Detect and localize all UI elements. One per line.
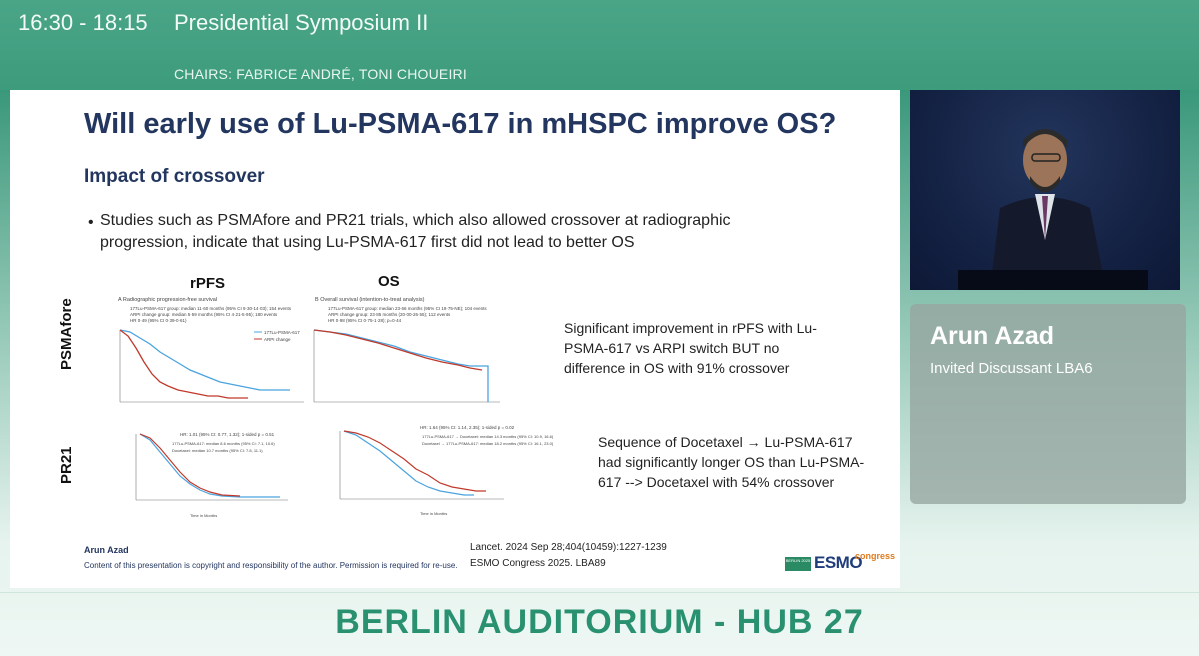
panel-b-stats: 177Lu-PSMA-617 group: median 23·66 month… — [328, 306, 487, 323]
slide-author: Arun Azad — [84, 545, 129, 555]
footer-divider — [0, 592, 1199, 593]
panel-a-stats: 177Lu-PSMA-617 group: median 11·60 month… — [130, 306, 292, 323]
panel-d-legend-1: 177Lu-PSMA-617 → Docetaxel: median 14.3 … — [422, 434, 554, 439]
panel-d-xaxis: Time in Months — [420, 511, 448, 516]
presentation-slide: Will early use of Lu-PSMA-617 in mHSPC i… — [10, 90, 900, 588]
speaker-head — [1023, 132, 1067, 188]
panel-c-legend-2: Docetaxel: median 10.7 months (95% CI: 7… — [172, 448, 263, 453]
reference-esmo: ESMO Congress 2025. LBA89 — [470, 558, 606, 569]
speaker-name: Arun Azad — [930, 322, 1055, 350]
row-heading-pr21: PR21 — [58, 446, 75, 484]
panel-d-legend-2: Docetaxel → 177Lu-PSMA-617: median 18.2 … — [422, 441, 554, 446]
speaker-suit — [990, 197, 1106, 290]
speaker-role: Invited Discussant LBA6 — [930, 360, 1093, 377]
panel-b-title: B Overall survival (intention-to-treat a… — [315, 297, 425, 303]
slide-title: Will early use of Lu-PSMA-617 in mHSPC i… — [84, 108, 837, 140]
slide-subheading: Impact of crossover — [84, 166, 265, 187]
km-plot-psmafore-rpfs: 177Lu-PSMA-617 ARPI change — [94, 324, 314, 412]
speaker-video — [910, 90, 1180, 290]
panel-d-hr: HR: 1.64 (95% CI: 1.14, 2.35); 1-sided p… — [420, 425, 515, 430]
series-lu-psma — [119, 329, 290, 391]
km-plot-psmafore-os — [310, 324, 510, 412]
finding-pr21: Sequence of Docetaxel → Lu-PSMA-617 had … — [598, 434, 865, 490]
reference-lancet: Lancet. 2024 Sep 28;404(10459):1227-1239 — [470, 542, 667, 553]
finding-psmafore: Significant improvement in rPFS with Lu-… — [564, 320, 817, 376]
row-heading-psmafore: PSMAfore — [58, 298, 75, 370]
series-arpi — [119, 329, 248, 399]
speaker-name-card: Arun Azad Invited Discussant LBA6 — [910, 304, 1186, 504]
slide-copyright: Content of this presentation is copyrigh… — [84, 561, 458, 570]
slide-bullet: Studies such as PSMAfore and PR21 trials… — [100, 212, 731, 251]
bullet-icon: • — [88, 214, 94, 231]
session-title: Presidential Symposium II — [174, 10, 429, 35]
venue-title: BERLIN AUDITORIUM - HUB 27 — [335, 603, 864, 641]
km-plot-pr21-os — [310, 425, 510, 515]
panel-c-xaxis: Time in Months — [190, 513, 218, 518]
session-time: 16:30 - 18:15 — [18, 10, 148, 35]
km-plot-pr21-rpfs — [110, 430, 300, 520]
panel-a-title: A Radiographic progression-free survival — [118, 297, 218, 303]
legend-lu-psma: 177Lu-PSMA-617 — [264, 330, 300, 335]
column-heading-os: OS — [378, 273, 400, 290]
panel-c-hr: HR: 1.01 (95% CI: 0.77, 1.32); 1-sided p… — [180, 432, 275, 437]
session-chairs: CHAIRS: FABRICE ANDRÉ, TONI CHOUEIRI — [174, 66, 467, 82]
legend-arpi: ARPI change — [264, 337, 291, 342]
header-band — [0, 0, 1199, 90]
panel-c-legend-1: 177Lu-PSMA-617: median 8.6 months (95% C… — [172, 441, 275, 446]
esmo-congress-logo: BERLIN 2025 ESMO congress — [785, 551, 896, 572]
column-heading-rpfs: rPFS — [190, 275, 226, 292]
